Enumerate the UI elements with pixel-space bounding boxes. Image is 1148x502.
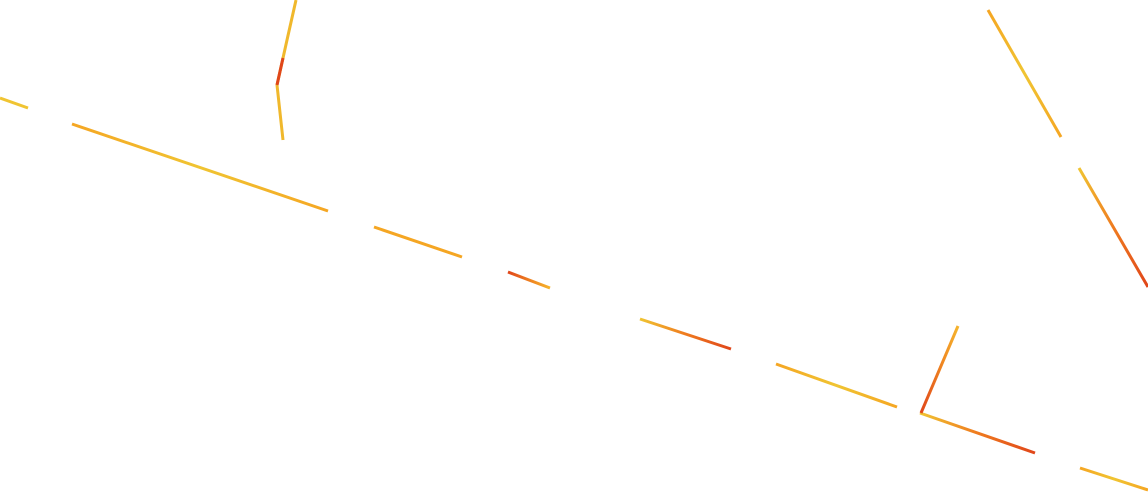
road-segment xyxy=(775,362,898,409)
north-road xyxy=(275,0,298,141)
road-segment xyxy=(1077,167,1148,288)
road-segment xyxy=(507,270,551,290)
road-segment xyxy=(919,325,960,414)
road-segment xyxy=(1079,466,1148,492)
branch-road xyxy=(919,325,960,414)
main-road xyxy=(0,96,1148,492)
road-segment xyxy=(275,57,285,86)
road-segment xyxy=(373,225,463,259)
road-segment xyxy=(919,411,1036,455)
road-segment xyxy=(0,96,29,110)
road-segment xyxy=(639,317,732,351)
east-road xyxy=(986,9,1148,288)
road-segment xyxy=(71,122,329,213)
road-segment xyxy=(986,9,1063,138)
